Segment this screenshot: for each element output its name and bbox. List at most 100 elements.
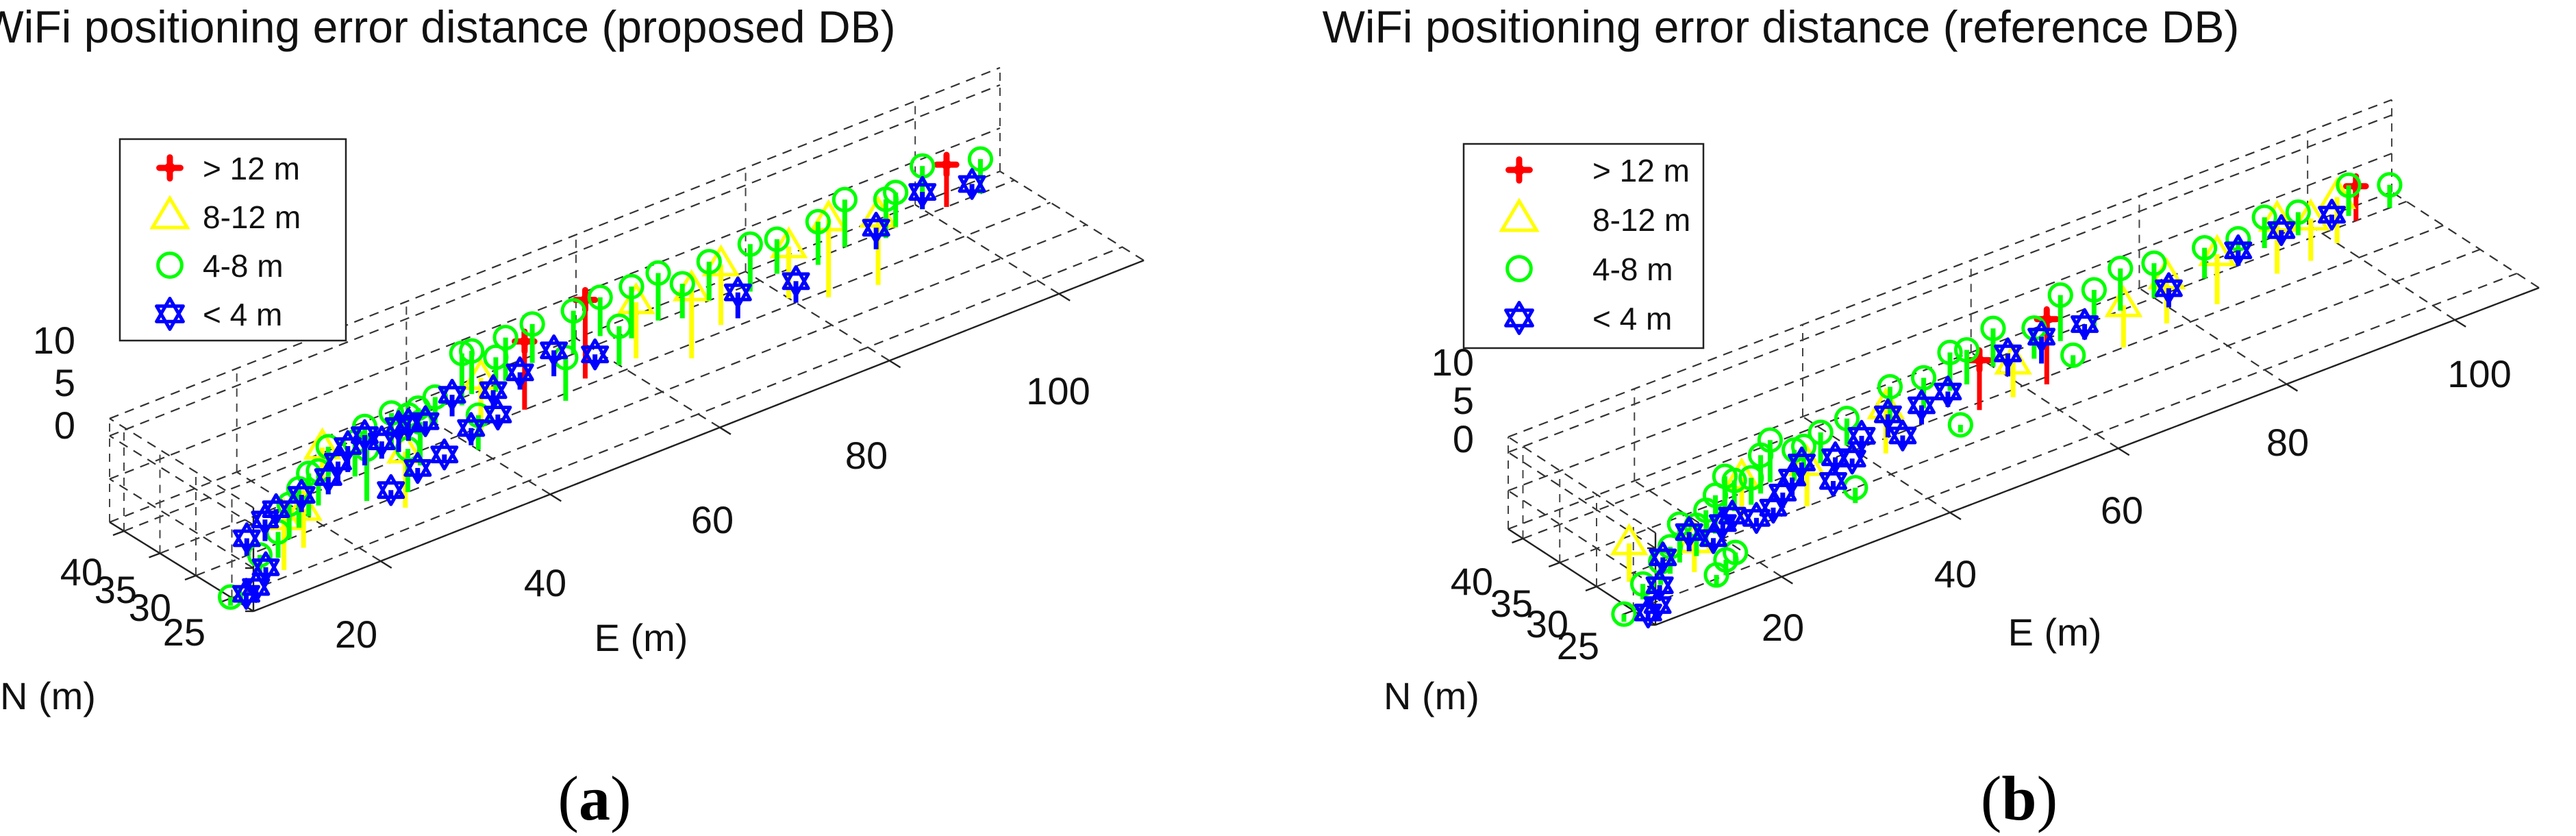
- stem-marker: [2060, 342, 2086, 368]
- stem-marker: [701, 244, 740, 277]
- panel-b-legend-label-3: < 4 m: [1592, 301, 1672, 336]
- panel-0-series-2-point-22: [645, 260, 671, 321]
- panel-a-legend-marker-3: [155, 297, 185, 331]
- stem-marker: [587, 284, 613, 310]
- panel-1-series-3-point-2: [1645, 569, 1674, 602]
- panel-1-series-2-point-29: [2251, 204, 2277, 248]
- panel-0-series-3-point-11: [367, 425, 396, 459]
- panel-0-series-3-point-20: [723, 276, 752, 319]
- stem-marker: [2071, 308, 2099, 341]
- legend-symbol: [155, 297, 185, 331]
- panel-0-series-3-point-6: [287, 478, 316, 513]
- stem-marker: [2027, 321, 2056, 353]
- stem-marker: [1611, 601, 1637, 627]
- panel-1-series-1-point-6: [2104, 284, 2143, 348]
- panel-b-z-tick-0: 0: [1453, 417, 1474, 460]
- stem-marker: [242, 571, 271, 603]
- stem-marker: [1649, 541, 1677, 574]
- panel-1-series-3-point-15: [1908, 389, 1936, 425]
- panel-1-series-2-point-15: [1808, 419, 1834, 463]
- panel-b-legend-marker-2: [1505, 255, 1533, 282]
- panel-a-legend-label-1: 8-12 m: [203, 199, 301, 235]
- left-wall-grid-z-0: [109, 478, 254, 569]
- panel-1-series-2-point-38: [2060, 342, 2086, 368]
- panel-0-series-2-point-17: [492, 324, 518, 381]
- panel-a-x-tick-100: 100: [1026, 369, 1090, 413]
- panel-0-series-1-point-1: [284, 489, 323, 548]
- stem-marker: [2251, 204, 2277, 230]
- panel-1-series-3-point-20: [2154, 272, 2183, 308]
- panel-0-series-2-point-28: [831, 186, 858, 247]
- panel-b-x-label: E (m): [2008, 611, 2102, 654]
- panel-0-series-0-point-2: [934, 151, 960, 208]
- stem-marker: [284, 489, 323, 521]
- x-tickmark-1: [549, 493, 562, 502]
- panel-b-x-tick-40: 40: [1934, 552, 1977, 595]
- panel-1-series-3-point-14: [1873, 398, 1902, 438]
- floor-grid-x-5: [2307, 223, 2455, 321]
- panel-1-series-2-point-32: [2377, 172, 2403, 208]
- floor-grid-x-5: [914, 204, 1060, 295]
- stem-marker: [764, 226, 790, 252]
- stem-marker: [1759, 491, 1788, 524]
- floor-grid-y-5: [109, 170, 1001, 524]
- panel-1-series-2-point-30: [2285, 199, 2311, 236]
- panel-1-series-2-point-25: [2108, 256, 2134, 311]
- floor-grid-y-4: [123, 179, 1015, 532]
- stem-marker: [883, 180, 909, 206]
- panel-a-x-label: E (m): [595, 616, 688, 659]
- panel-0-series-2-point-30: [883, 180, 909, 228]
- panel-0-series-1-point-7: [701, 244, 740, 325]
- legend-symbol: [1505, 255, 1533, 282]
- stem-marker: [2291, 198, 2330, 231]
- stem-marker: [934, 151, 960, 178]
- stem-marker: [696, 249, 722, 275]
- panel-a-y-label: N (m): [0, 674, 96, 717]
- panel-0-series-3-point-1: [242, 571, 271, 603]
- panel-a-x-tick-80: 80: [845, 434, 888, 477]
- panel-0-series-3-point-19: [581, 338, 610, 371]
- floor-grid-x-4: [745, 271, 890, 362]
- panel-1-series-1-point-5: [1994, 342, 2033, 397]
- panel-1-series-2-point-23: [2047, 282, 2073, 341]
- panel-1-series-1-point-10: [2291, 198, 2330, 261]
- stem-marker: [1788, 446, 1816, 479]
- stem-marker: [2154, 272, 2183, 304]
- x-tickmark-4: [2454, 319, 2466, 328]
- stem-marker: [669, 271, 695, 297]
- panel-b: WiFi positioning error distance (referen…: [1323, 1, 2540, 833]
- panel-1-series-3-point-25: [1819, 465, 1847, 497]
- stem-marker: [2225, 225, 2251, 252]
- panel-a-z-tick-0: 0: [54, 404, 75, 447]
- panel-0-series-2-point-20: [587, 284, 613, 336]
- panel-b-stems: [1610, 172, 2403, 629]
- panel-b-caption: (b): [1981, 763, 2058, 833]
- stem-marker: [1757, 427, 1784, 453]
- panel-0-series-3-point-2: [251, 551, 280, 585]
- panel-1-series-2-point-27: [2192, 235, 2218, 279]
- panel-1-series-3-point-23: [2318, 199, 2346, 231]
- panel-a-legend-label-0: > 12 m: [203, 151, 300, 186]
- panel-1-series-1-point-9: [2258, 199, 2297, 274]
- x-tickmark-0: [1781, 576, 1793, 585]
- stem-marker: [492, 324, 518, 351]
- panel-b-y-tick-25: 25: [1557, 624, 1599, 667]
- panel-1-series-3-point-11: [1788, 446, 1816, 486]
- x-tickmark-2: [2118, 447, 2130, 456]
- stem-marker: [457, 412, 486, 444]
- floor-grid-x-6: [2391, 191, 2540, 288]
- y-tickmark-2: [149, 552, 160, 558]
- stem-marker: [1838, 442, 1866, 475]
- panel-1-series-3-point-19: [2071, 308, 2099, 341]
- panel-0-series-2-point-21: [618, 273, 645, 339]
- panel-1-series-2-point-21: [1980, 315, 2006, 367]
- stem-marker: [458, 338, 485, 364]
- panel-1-series-3-point-4: [1675, 516, 1703, 552]
- left-wall-grid-z-2: [109, 417, 254, 508]
- x-tickmark-3: [888, 360, 901, 369]
- back-wall-grid-z-1: [109, 84, 1001, 437]
- panel-1-series-3-point-24: [1759, 491, 1788, 524]
- y-tickmark-1: [1585, 585, 1597, 592]
- left-wall-grid-z-1: [1508, 452, 1656, 549]
